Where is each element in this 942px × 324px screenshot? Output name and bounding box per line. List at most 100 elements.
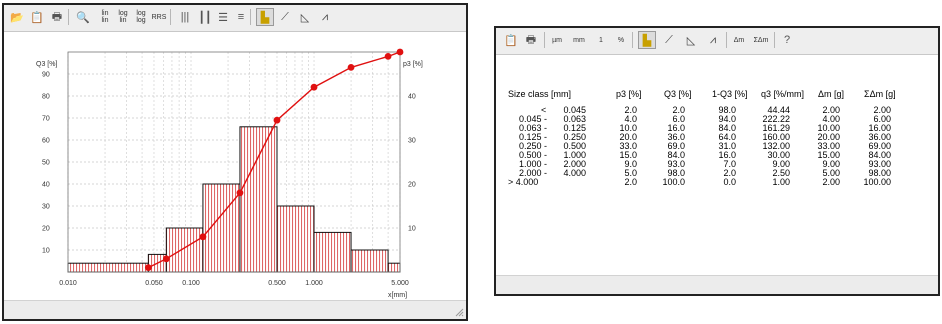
table-statusbar (496, 275, 938, 294)
vertical-lines-icon[interactable]: ||| (180, 11, 190, 23)
toolbar-separator (250, 9, 251, 25)
size-to-cell: 1.000 (563, 150, 586, 160)
size-from-cell: 2.000 - (518, 168, 547, 178)
table-header-0: Size class [mm] (508, 89, 572, 99)
cumulative-point (310, 83, 318, 91)
histogram-bars-icon[interactable]: ▙ (638, 31, 656, 49)
unit-mm-button-label: mm (573, 36, 585, 44)
toolbar-separator (726, 32, 727, 48)
log-log-icon-label: log log (136, 10, 146, 24)
vertical-lines-alt-icon[interactable]: ┃┃ (198, 11, 212, 24)
p3-cell: 10.0 (619, 123, 637, 133)
delta-m-cell: 33.00 (817, 141, 840, 151)
density-curve-icon[interactable]: ◺ (300, 11, 310, 24)
table-header-5: Δm [g] (818, 89, 845, 99)
unit-um-button[interactable]: µm (548, 31, 566, 49)
rrs-icon-label: RRS (151, 13, 167, 21)
one-minus-q3-cell: 64.0 (718, 132, 736, 142)
mountain-curve-icon[interactable]: ⩘ (321, 10, 329, 23)
histogram-bar (239, 126, 278, 273)
one-minus-q3-cell: 2.0 (723, 168, 736, 178)
chart-toolbar: 📂 📋 🖶 🔍 lin lin log lin log log RRS ||| ┃┃ ☰ ≡ ▙ ⟋ ◺ ⩘ (4, 5, 466, 32)
chart-statusbar (4, 300, 466, 319)
size-from-cell: 0.125 - (518, 132, 547, 142)
y-tick-label-left: 40 (42, 182, 50, 189)
histogram-bar (165, 227, 204, 273)
cumulative-curve-icon[interactable]: ⟋ (281, 10, 289, 23)
help-icon[interactable]: ? (783, 34, 791, 46)
table-window: 📋 🖶 µm mm 1% ▙ ⟋ ◺ ⩘ Δm ΣΔm? Size class [mm] p3 [%]… (494, 26, 940, 296)
q3-density-cell: 161.29 (762, 123, 790, 133)
table-header-6: ΣΔm [g] (864, 89, 896, 99)
size-to-cell: 0.250 (563, 132, 586, 142)
chart-area: 10 20 30 40 50 60 70 80 90 10 20 30 40 0.010 0.050 0.10… (4, 32, 466, 300)
size-from-cell: > 4.000 (508, 177, 539, 187)
sum-delta-m-cell: 93.00 (868, 159, 891, 169)
size-class-table: Size class [mm] p3 [%] Q3 [%] 1-Q3 [%] q3 [%… (496, 55, 938, 279)
histogram-bar (387, 262, 401, 273)
log-log-icon[interactable]: log log (132, 8, 150, 26)
print-icon[interactable]: 🖶 (525, 33, 537, 46)
delta-m-cell: 5.00 (822, 168, 840, 178)
size-to-cell: 0.500 (563, 141, 586, 151)
copy-icon[interactable]: 📋 (30, 11, 44, 24)
copy-icon[interactable]: 📋 (504, 34, 518, 47)
factor-1-button[interactable]: 1 (592, 31, 610, 49)
unit-mm-button[interactable]: mm (570, 31, 588, 49)
plot-frame (67, 51, 401, 273)
table-header-4: q3 [%/mm] (761, 89, 805, 99)
sum-delta-m-cell: 100.00 (863, 177, 891, 187)
resize-grip-icon[interactable] (454, 307, 464, 317)
size-from-cell: 0.045 - (518, 114, 547, 124)
print-icon[interactable]: 🖶 (51, 10, 63, 23)
percent-button[interactable]: % (612, 31, 630, 49)
y-tick-label-left: 60 (42, 138, 50, 145)
x-axis-label: x[mm] (388, 292, 407, 299)
percent-button-label: % (617, 36, 625, 44)
unit-um-button-label: µm (552, 36, 562, 44)
table-header-3: 1-Q3 [%] (712, 89, 748, 99)
mountain-curve-icon[interactable]: ⩘ (709, 33, 717, 46)
horizontal-lines-icon[interactable]: ☰ (218, 11, 228, 24)
sum-delta-m-cell: 84.00 (868, 150, 891, 160)
q3-density-cell: 9.00 (772, 159, 790, 169)
log-lin-icon[interactable]: log lin (114, 8, 132, 26)
p3-cell: 2.0 (624, 177, 637, 187)
size-from-cell: 0.063 - (518, 123, 547, 133)
delta-m-button[interactable]: Δm (730, 31, 748, 49)
q3-cell: 93.0 (667, 159, 685, 169)
cumulative-point (236, 189, 244, 197)
sum-delta-m-button[interactable]: ΣΔm (752, 31, 770, 49)
histogram-bars-icon[interactable]: ▙ (256, 8, 274, 26)
q3-density-cell: 30.00 (767, 150, 790, 160)
zoom-icon[interactable]: 🔍 (76, 11, 90, 24)
density-curve-icon[interactable]: ◺ (686, 34, 696, 47)
cumulative-curve-icon[interactable]: ⟋ (665, 33, 673, 46)
q3-cell: 100.0 (662, 177, 685, 187)
q3-density-cell: 2.50 (772, 168, 790, 178)
table-header-2: Q3 [%] (664, 89, 692, 99)
p3-cell: 2.0 (624, 105, 637, 115)
table-toolbar: 📋 🖶 µm mm 1% ▙ ⟋ ◺ ⩘ Δm ΣΔm? (496, 28, 938, 55)
lin-lin-icon[interactable]: lin lin (96, 8, 114, 26)
histogram-bar (313, 231, 352, 273)
table-header-1: p3 [%] (616, 89, 642, 99)
toolbar-separator (544, 32, 545, 48)
horizontal-lines-alt-icon[interactable]: ≡ (237, 11, 245, 23)
p3-cell: 4.0 (624, 114, 637, 124)
size-from-cell: 0.250 - (518, 141, 547, 151)
open-icon[interactable]: 📂 (10, 11, 24, 24)
x-tick-label: 1.000 (305, 280, 323, 287)
histogram-bar (276, 205, 315, 273)
y-tick-label-left: 20 (42, 226, 50, 233)
chart-window: 📂 📋 🖶 🔍 lin lin log lin log log RRS ||| ┃┃ ☰ ≡ ▙ ⟋ ◺ ⩘ … (2, 3, 468, 321)
cumulative-point (273, 116, 281, 124)
one-minus-q3-cell: 31.0 (718, 141, 736, 151)
q3-cell: 6.0 (672, 114, 685, 124)
size-from-cell: 1.000 - (518, 159, 547, 169)
cumulative-point (347, 64, 355, 71)
rrs-icon[interactable]: RRS (150, 8, 168, 26)
one-minus-q3-cell: 16.0 (718, 150, 736, 160)
q3-cell: 84.0 (667, 150, 685, 160)
sum-delta-m-button-label: ΣΔm (753, 36, 769, 44)
